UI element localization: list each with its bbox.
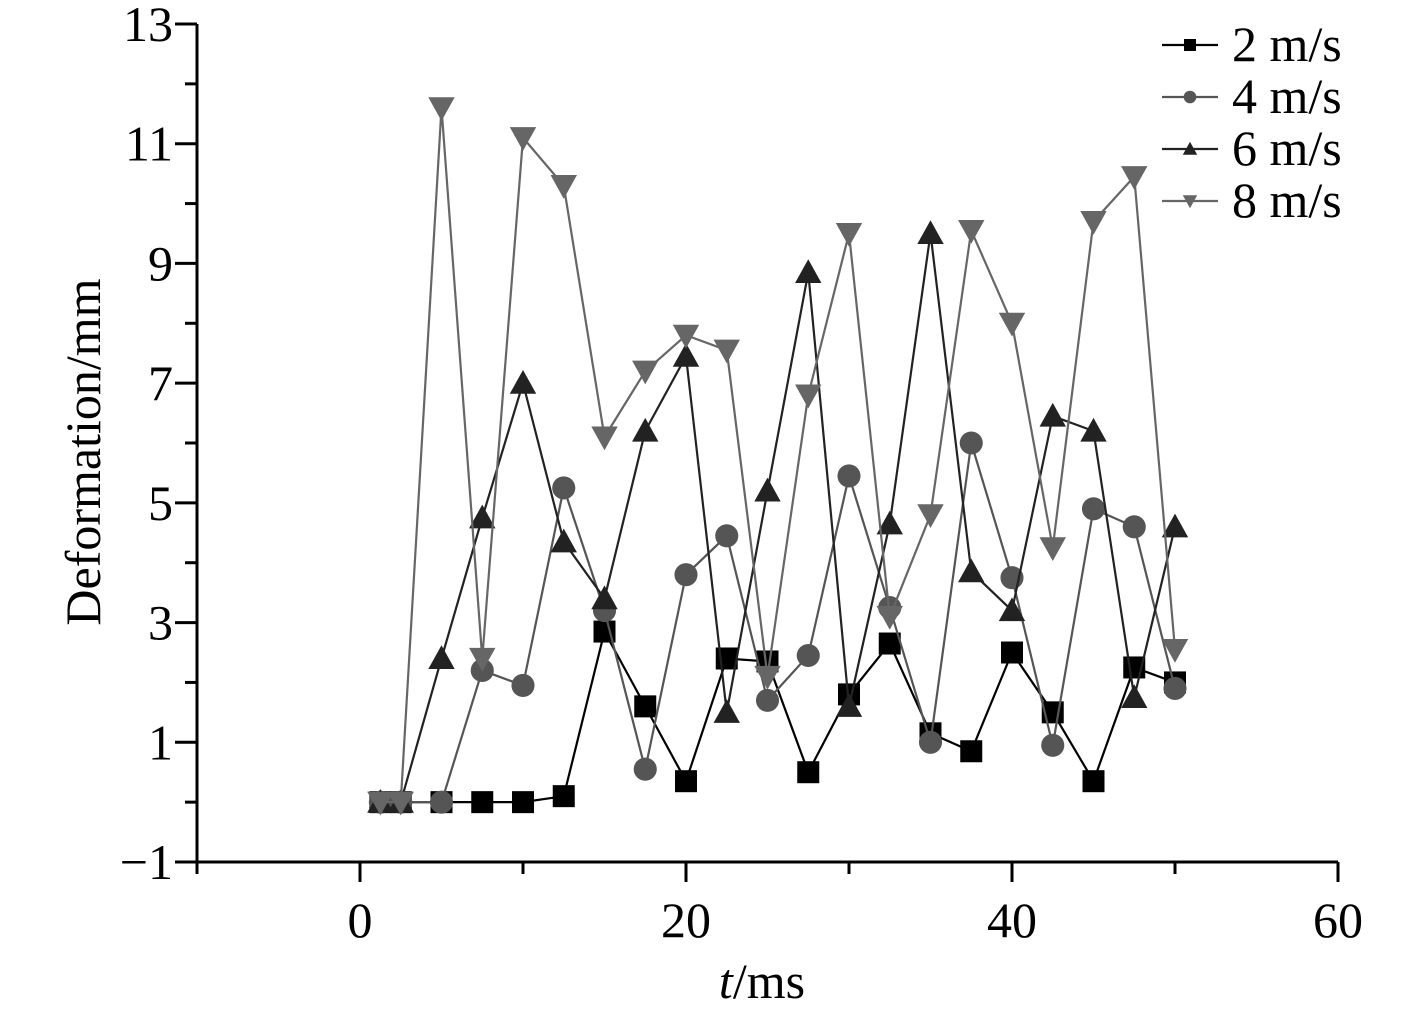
legend-label: 4 m/s — [1232, 68, 1342, 124]
data-point — [1161, 638, 1189, 663]
data-point — [387, 791, 414, 816]
data-point — [469, 647, 496, 672]
x-axis-title-unit: /ms — [733, 953, 805, 1009]
data-point — [550, 528, 577, 553]
data-point — [958, 219, 985, 244]
data-point — [634, 695, 657, 718]
data-point — [837, 464, 861, 488]
series-8-m-s — [367, 97, 1189, 816]
data-point — [1039, 537, 1066, 561]
data-point — [1041, 733, 1065, 757]
data-point — [796, 643, 820, 668]
y-tick-label: 7 — [148, 355, 173, 411]
data-point — [672, 324, 700, 349]
data-point — [509, 127, 537, 151]
data-point — [512, 791, 534, 814]
y-tick-label: 5 — [148, 475, 173, 531]
data-point — [1081, 497, 1106, 521]
data-point — [755, 688, 780, 712]
data-point — [1183, 90, 1197, 104]
data-point — [1121, 684, 1148, 708]
data-point — [958, 558, 985, 583]
data-point — [878, 632, 901, 655]
data-point — [674, 563, 698, 587]
data-point — [1182, 141, 1198, 155]
y-tick-label: 13 — [123, 0, 173, 52]
series-layer — [367, 97, 1189, 816]
data-point — [675, 770, 697, 793]
data-point — [1122, 515, 1146, 539]
data-point — [835, 222, 863, 247]
data-point — [632, 417, 659, 442]
data-point — [998, 597, 1026, 622]
data-point — [471, 791, 494, 814]
x-tick-label: 0 — [348, 892, 373, 948]
x-tick-label: 40 — [987, 892, 1037, 948]
data-point — [1001, 641, 1023, 664]
data-point — [509, 369, 537, 394]
data-point — [917, 504, 944, 529]
legend-label: 2 m/s — [1232, 16, 1342, 72]
data-point — [1082, 770, 1105, 793]
data-point — [428, 97, 455, 121]
data-point — [713, 339, 740, 364]
data-point — [1184, 39, 1196, 51]
data-point — [876, 606, 903, 630]
y-tick-label: 9 — [148, 235, 173, 291]
x-tick-label: 20 — [661, 892, 711, 948]
data-point — [959, 431, 983, 455]
data-point — [1039, 402, 1066, 427]
x-tick-label: 60 — [1313, 892, 1363, 948]
data-point — [469, 504, 496, 529]
data-point — [511, 673, 535, 697]
data-point — [593, 620, 616, 643]
data-point — [795, 259, 822, 283]
data-point — [998, 312, 1026, 337]
data-point — [367, 791, 394, 816]
data-point — [715, 524, 739, 548]
legend-label: 6 m/s — [1232, 120, 1342, 176]
data-point — [754, 477, 781, 502]
data-point — [429, 790, 454, 814]
data-point — [633, 757, 657, 781]
x-axis-title: t/ms — [719, 953, 805, 1009]
y-tick-label: 11 — [125, 116, 173, 172]
data-point — [1161, 513, 1189, 538]
data-point — [795, 384, 822, 409]
data-point — [918, 730, 943, 754]
data-point — [428, 645, 455, 670]
data-point — [960, 740, 983, 763]
y-axis-title: Deformation/mm — [55, 278, 111, 625]
data-point — [835, 693, 863, 717]
y-tick-label: −1 — [120, 834, 173, 890]
data-point — [591, 426, 618, 451]
data-point — [917, 220, 944, 245]
data-point — [1182, 195, 1198, 209]
data-point — [591, 585, 618, 610]
legend: 2 m/s4 m/s6 m/s8 m/s — [1162, 16, 1342, 228]
data-point — [672, 343, 700, 367]
data-point — [552, 785, 575, 808]
x-axis-title-var: t — [719, 953, 734, 1009]
data-point — [754, 665, 781, 690]
data-point — [797, 761, 820, 784]
data-point — [550, 175, 577, 199]
legend-label: 8 m/s — [1232, 172, 1342, 228]
data-point — [1163, 676, 1187, 700]
data-point — [632, 360, 659, 385]
data-point — [552, 476, 576, 500]
y-tick-label: 3 — [148, 595, 173, 651]
data-point — [1080, 210, 1107, 235]
data-point — [1121, 166, 1148, 190]
data-point — [713, 699, 740, 723]
data-point — [1080, 417, 1107, 442]
y-tick-label: 1 — [148, 714, 173, 770]
series-6-m-s — [367, 220, 1189, 813]
data-point — [876, 510, 903, 535]
